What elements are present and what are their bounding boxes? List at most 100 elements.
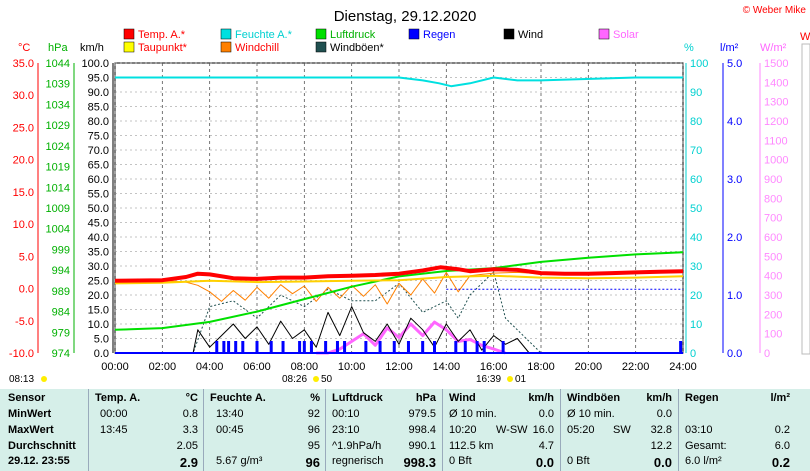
humidity-tick-label: 50 (690, 203, 702, 215)
sun-times: 08:13 08:26 50 16:39 01 (9, 374, 527, 385)
humidity-tick-label: 0 (690, 348, 696, 360)
rain-bar (215, 341, 219, 353)
wind-value: 0.0 (535, 455, 554, 470)
clipped-mini-chart (801, 43, 810, 355)
gust-value: 0.0 (656, 408, 672, 420)
sun-left-icon (41, 376, 47, 382)
row-label: Durchschnitt (8, 440, 76, 452)
rain-bar (392, 341, 396, 353)
solar-tick-label: 700 (764, 213, 782, 225)
temp-tick-label: 30.0 (13, 90, 34, 102)
rain-unit: l/m² (720, 42, 739, 54)
solar-tick-label: 1100 (764, 135, 788, 147)
rain-bar (281, 341, 285, 353)
solar-tick-label: 1000 (764, 155, 788, 167)
wind-tick-label: 35.0 (88, 247, 109, 259)
humidity-time: 00:45 (216, 424, 244, 436)
axis-units: °C hPa km/h % l/m² W/m² W (18, 31, 810, 54)
x-tick-label: 06:00 (243, 361, 271, 373)
wind-tick-label: 60.0 (88, 174, 109, 186)
wind-unit: km/h (80, 42, 104, 54)
x-tick-label: 24:00 (669, 361, 697, 373)
header-temp-unit: °C (185, 392, 198, 404)
sunset-label: 16:39 (476, 374, 501, 385)
credit-label: © Weber Mike (743, 5, 807, 16)
solar-tick-label: 0 (764, 348, 770, 360)
rain-tick-label: 2.0 (727, 232, 742, 244)
temp-tick-label: 0.0 (19, 284, 34, 296)
sun-left-label: 08:13 (9, 374, 34, 385)
pressure-tick-label: 1019 (46, 162, 70, 174)
rain-bar (463, 341, 467, 353)
pressure-tick-label: 1034 (46, 99, 70, 111)
rain-bar (343, 341, 347, 353)
row-label: MinWert (8, 408, 52, 420)
wind-tick-label: 30.0 (88, 261, 109, 273)
rain-bar (482, 341, 486, 353)
series-windchill-line (114, 271, 684, 305)
wind-tick-label: 70.0 (88, 145, 109, 157)
x-tick-label: 10:00 (338, 361, 366, 373)
rain-bar (309, 341, 313, 353)
wind-tick-label: 0.0 (94, 348, 109, 360)
series-windb-en-line (115, 271, 683, 354)
rain-bar (501, 341, 505, 353)
rain-info: 03:10 (685, 424, 713, 436)
legend-swatch (315, 41, 327, 53)
rain-tick-label: 5.0 (727, 58, 742, 70)
pressure-tick-label: 1009 (46, 203, 70, 215)
pressure-tick-label: 1029 (46, 120, 70, 132)
pressure-value: 990.1 (408, 440, 436, 452)
legend-swatch (503, 28, 515, 40)
legend-label: Windchill (235, 42, 279, 54)
temp-tick-label: -5.0 (15, 316, 34, 328)
wind-tick-label: 20.0 (88, 290, 109, 302)
solar-tick-label: 1500 (764, 58, 788, 70)
rain-tick-label: 1.0 (727, 290, 742, 302)
temp-unit: °C (18, 42, 30, 54)
humidity-unit: % (684, 42, 694, 54)
humidity-time: 13:40 (216, 408, 244, 420)
temp-tick-label: -10.0 (9, 348, 34, 360)
weather-chart: Dienstag, 29.12.2020 © Weber Mike Temp. … (8, 5, 810, 385)
temp-value: 2.9 (179, 455, 198, 470)
wind-tick-label: 50.0 (88, 203, 109, 215)
rain-info: 6.0 l/m² (685, 455, 722, 467)
pressure-tick-label: 989 (52, 286, 70, 298)
wind-info: 10:20 (449, 424, 477, 436)
wind-value: 4.7 (538, 440, 554, 452)
wind-tick-label: 10.0 (88, 319, 109, 331)
wind-info: Ø 10 min. (449, 408, 497, 420)
humidity-tick-label: 20 (690, 290, 702, 302)
grid (114, 62, 684, 354)
wind-tick-label: 100.0 (81, 58, 109, 70)
gust-value: 12.2 (650, 440, 672, 452)
pressure-value: 998.3 (403, 455, 436, 470)
wind-tick-label: 95.0 (88, 73, 109, 85)
pressure-tick-label: 1004 (46, 224, 70, 236)
header-rain: Regen (685, 392, 719, 404)
x-tick-label: 22:00 (622, 361, 650, 373)
legend-swatch (220, 41, 232, 53)
humidity-tick-label: 80 (690, 116, 702, 128)
series-solar-line (316, 320, 506, 355)
wind-tick-label: 75.0 (88, 131, 109, 143)
rain-bar (378, 341, 382, 353)
rain-info: Gesamt: (685, 440, 727, 452)
gust-value: 32.8 (650, 424, 672, 436)
temp-tick-label: 35.0 (13, 58, 34, 70)
col-divider (442, 389, 443, 471)
pressure-value: 998.4 (408, 424, 436, 436)
rain-tick-label: 0.0 (727, 348, 742, 360)
chart-title: Dienstag, 29.12.2020 (334, 8, 477, 25)
legend-swatch (408, 28, 420, 40)
header-wind: Wind (449, 392, 476, 404)
series-layer (114, 76, 684, 355)
rain-bar (406, 341, 410, 353)
sunset-icon (507, 376, 513, 382)
temp-tick-label: 20.0 (13, 155, 34, 167)
humidity-tick-label: 90 (690, 87, 702, 99)
temp-value: 2.05 (176, 440, 198, 452)
solar-tick-label: 900 (764, 174, 782, 186)
pressure-info: 00:10 (332, 408, 360, 420)
